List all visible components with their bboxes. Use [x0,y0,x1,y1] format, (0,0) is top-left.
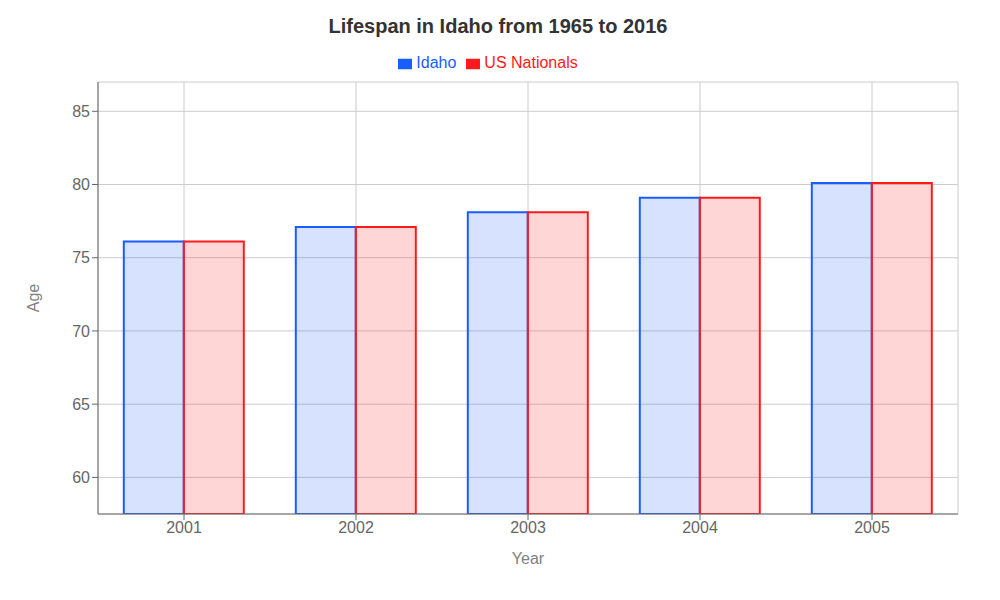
html-text:Lifespan in Idaho from 1965 to: Lifespan in Idaho from 1965 to 2016 [328,15,668,37]
svg-text:85: 85 [72,103,90,120]
svg-text:2001: 2001 [166,519,202,536]
svg-text:Year: Year [512,550,545,567]
svg-text:2004: 2004 [682,519,718,536]
svg-text:65: 65 [72,396,90,413]
svg-text:2002: 2002 [338,519,374,536]
svg-text:60: 60 [72,469,90,486]
html-text:US Nationals: US Nationals [484,54,578,71]
html-text:Idaho: Idaho [416,54,457,71]
svg-text:80: 80 [72,176,90,193]
svg-text:75: 75 [72,249,90,266]
svg-text:2005: 2005 [854,519,890,536]
svg-text:2003: 2003 [510,519,546,536]
svg-text:Age: Age [25,284,42,313]
svg-text:70: 70 [72,323,90,340]
